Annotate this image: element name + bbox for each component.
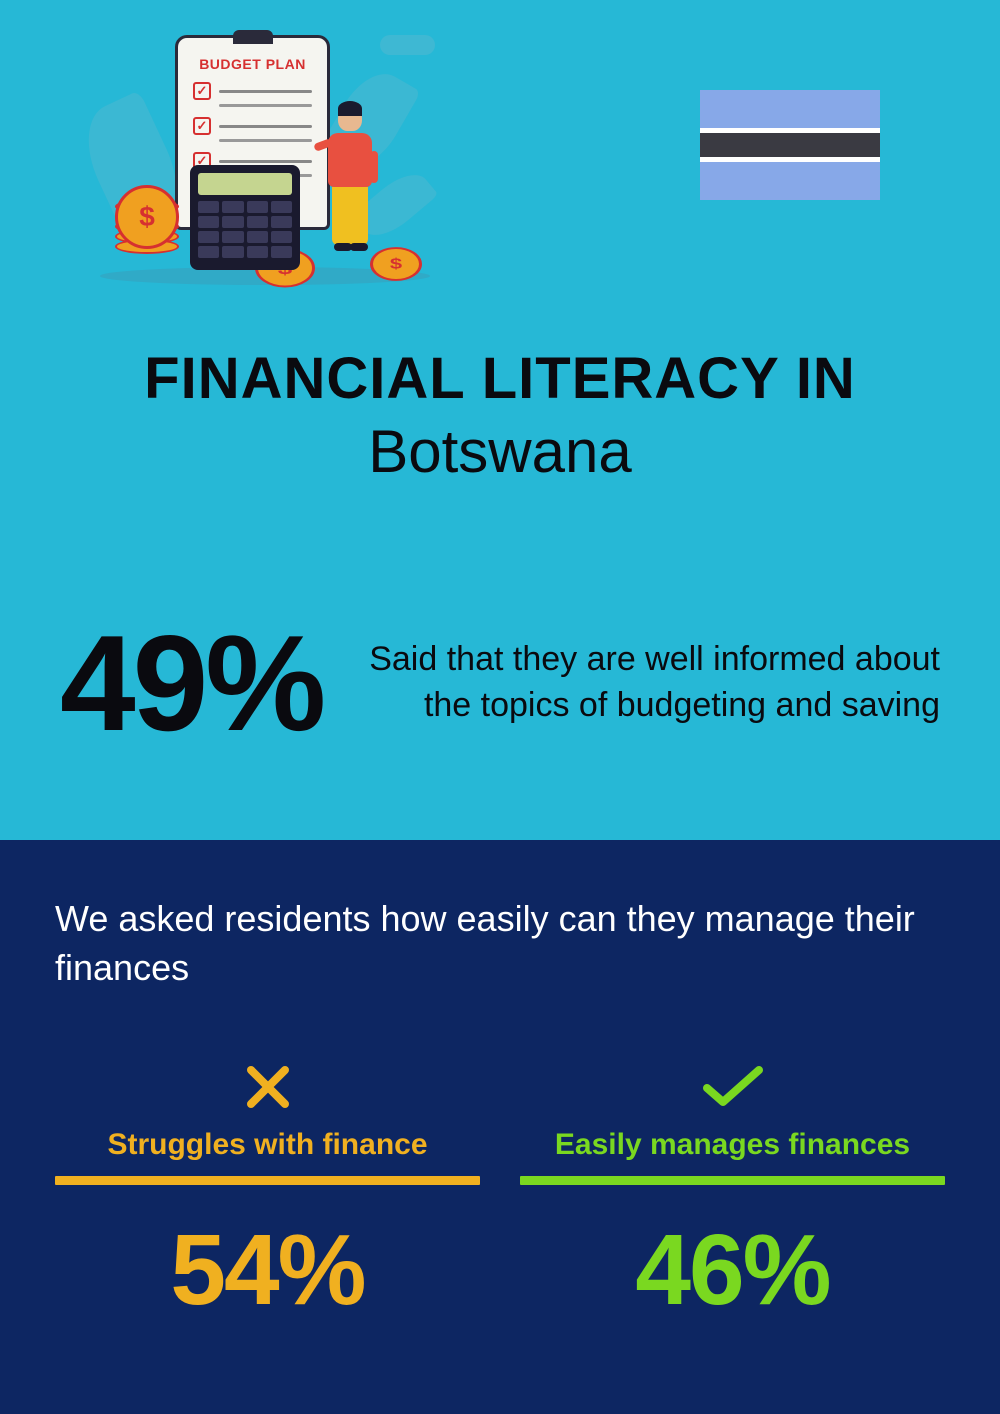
results-row: Struggles with finance 54% Easily manage… [55, 1052, 945, 1328]
manages-label: Easily manages finances [520, 1128, 945, 1162]
manages-percent: 46% [520, 1213, 945, 1328]
calculator-icon [190, 165, 300, 270]
budget-illustration: BUDGET PLAN ✓ ✓ ✓ $ $ $ [90, 20, 410, 300]
question-text: We asked residents how easily can they m… [55, 895, 945, 992]
botswana-flag-icon [700, 90, 880, 200]
check-icon [520, 1052, 945, 1122]
bottom-section: We asked residents how easily can they m… [0, 840, 1000, 1414]
main-stat-description: Said that they are well informed about t… [339, 637, 940, 729]
x-icon [55, 1052, 480, 1122]
manages-bar [520, 1176, 945, 1185]
page-title: FINANCIAL LITERACY IN Botswana [0, 345, 1000, 486]
struggles-bar [55, 1176, 480, 1185]
struggles-percent: 54% [55, 1213, 480, 1328]
struggles-label: Struggles with finance [55, 1128, 480, 1162]
clipboard-label: BUDGET PLAN [178, 56, 327, 72]
main-stat-percent: 49% [60, 615, 323, 751]
title-line2: Botswana [0, 417, 1000, 486]
struggles-column: Struggles with finance 54% [55, 1052, 480, 1328]
person-icon [320, 105, 380, 265]
manages-column: Easily manages finances 46% [520, 1052, 945, 1328]
coins-icon: $ [115, 185, 179, 254]
top-section: BUDGET PLAN ✓ ✓ ✓ $ $ $ [0, 0, 1000, 840]
title-line1: FINANCIAL LITERACY IN [0, 345, 1000, 412]
main-stat: 49% Said that they are well informed abo… [60, 615, 940, 751]
